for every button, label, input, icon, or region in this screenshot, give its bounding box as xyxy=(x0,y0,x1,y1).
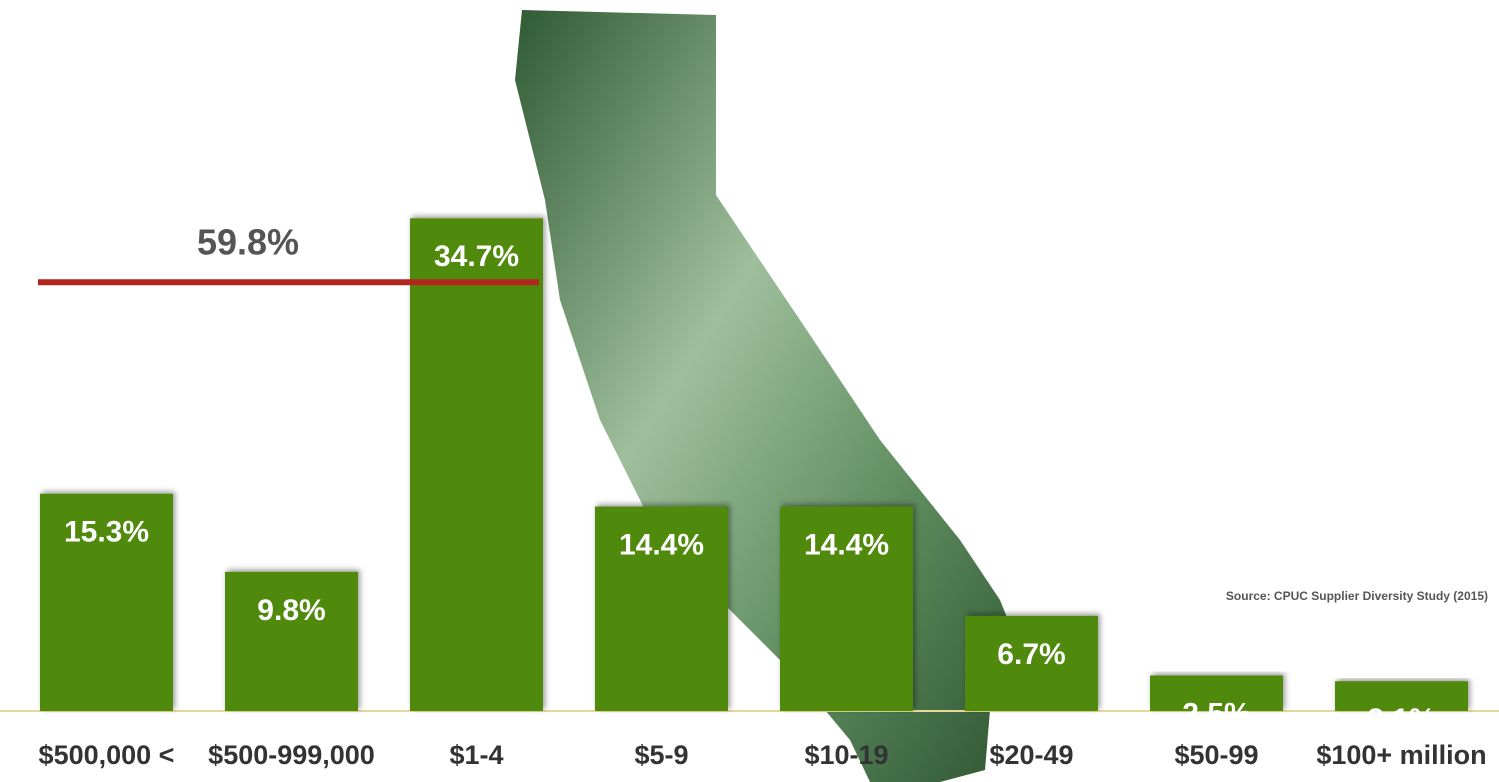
value-label: 2.1% xyxy=(1367,703,1435,736)
bar xyxy=(410,218,543,711)
value-label: 34.7% xyxy=(434,240,519,273)
value-label: 9.8% xyxy=(257,594,325,627)
annotation: 59.8% xyxy=(197,222,299,263)
bar xyxy=(1150,675,1283,711)
bar xyxy=(225,571,358,711)
value-label: 14.4% xyxy=(804,528,889,561)
x-tick-label: $100+ million xyxy=(1316,740,1486,770)
x-tick-label: $1-4 xyxy=(449,740,503,770)
bar xyxy=(780,506,913,711)
bar xyxy=(1335,681,1468,711)
value-label: 2.5% xyxy=(1182,697,1250,730)
x-tick-label: $10-19 xyxy=(804,740,888,770)
california-money-image xyxy=(515,10,1020,782)
bar xyxy=(965,615,1098,711)
x-tick-label: $20-49 xyxy=(989,740,1073,770)
value-label: 6.7% xyxy=(997,638,1065,671)
x-tick-label: $5-9 xyxy=(634,740,688,770)
value-label: 15.3% xyxy=(64,516,149,549)
source-note: Source: CPUC Supplier Diversity Study (2… xyxy=(1226,589,1488,603)
x-tick-label: $50-99 xyxy=(1174,740,1258,770)
x-tick-label: $500-999,000 xyxy=(208,740,375,770)
bar xyxy=(40,493,173,711)
bar xyxy=(595,506,728,711)
value-label: 14.4% xyxy=(619,528,704,561)
x-tick-label: $500,000 < xyxy=(39,740,175,770)
